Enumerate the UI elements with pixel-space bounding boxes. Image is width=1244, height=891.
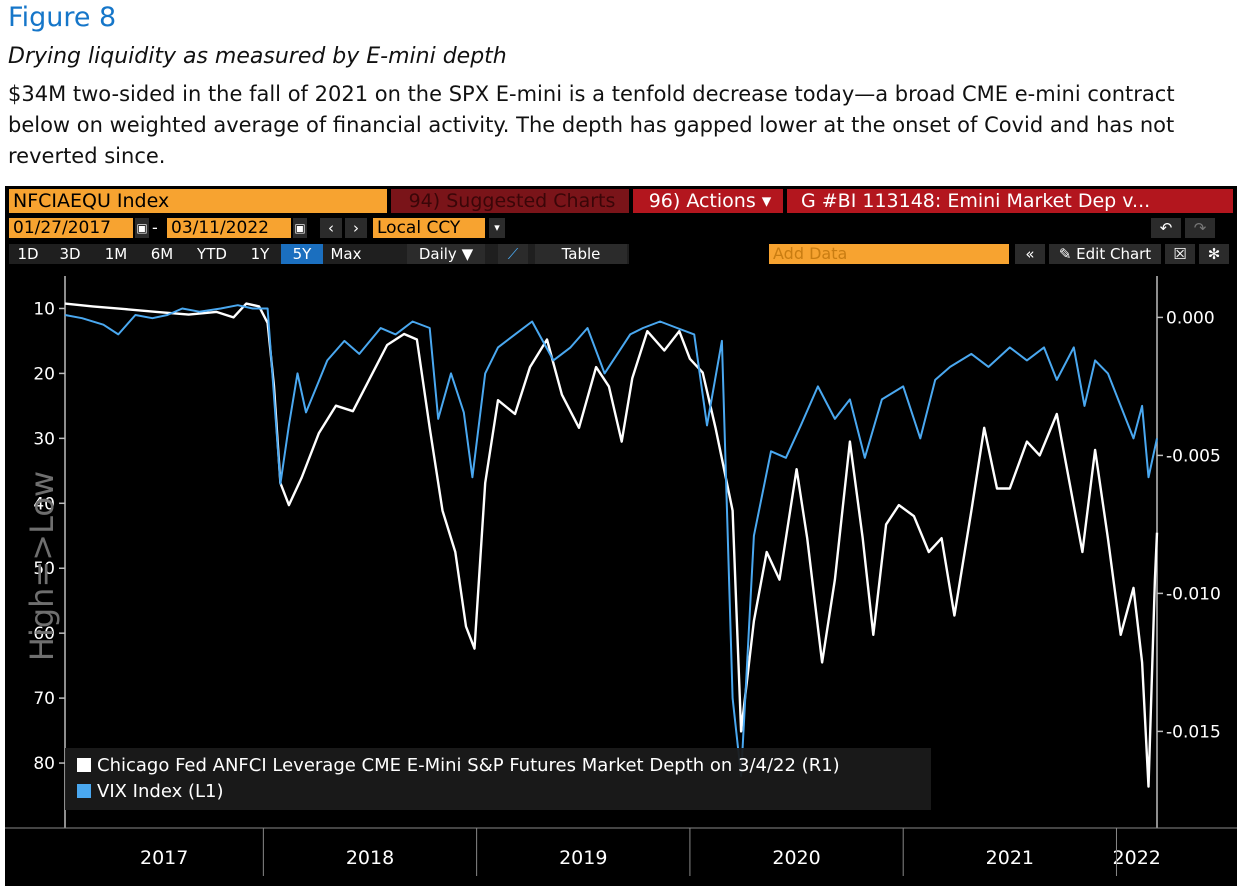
end-date-field[interactable]: 03/11/2022 [167, 218, 291, 238]
collapse-icon[interactable]: « [1015, 244, 1045, 264]
legend-label-depth: Chicago Fed ANFCI Leverage CME E-Mini S&… [97, 755, 840, 776]
right-tick-label: -0.015 [1166, 722, 1221, 742]
figure-label: Figure 8 [8, 2, 117, 33]
currency-select[interactable]: Local CCY [373, 218, 485, 238]
series-layer [64, 302, 1159, 788]
currency-dropdown-icon[interactable]: ▾ [489, 218, 505, 238]
start-calendar-icon[interactable]: ▣ [135, 218, 149, 238]
table-button[interactable]: Table [535, 244, 627, 264]
redo-icon[interactable]: ↷ [1185, 218, 1215, 238]
range-button-5y[interactable]: 5Y [281, 244, 323, 264]
top-toolbar: NFCIAEQU Index 94) Suggested Charts 96) … [5, 188, 1237, 214]
x-tick-label: 2021 [986, 847, 1034, 869]
left-tick-label: 10 [33, 299, 55, 319]
range-button-6m[interactable]: 6M [150, 245, 174, 263]
legend-label-vix: VIX Index (L1) [97, 781, 223, 802]
x-tick-label: 2019 [559, 847, 607, 869]
right-tick-label: -0.010 [1166, 584, 1221, 604]
left-tick-label: 40 [33, 494, 55, 514]
line-chart-icon[interactable]: ⟋ [498, 244, 528, 264]
right-tick-label: -0.005 [1166, 446, 1221, 466]
left-tick-label: 80 [33, 754, 55, 774]
edit-chart-button[interactable]: ✎ Edit Chart [1049, 244, 1161, 264]
x-tick-label: 2022 [1113, 847, 1161, 869]
bloomberg-terminal: NFCIAEQU Index 94) Suggested Charts 96) … [5, 186, 1237, 886]
left-axis-label: High=>Low [23, 471, 61, 661]
start-date-field[interactable]: 01/27/2017 [9, 218, 133, 238]
range-button-1d[interactable]: 1D [17, 245, 39, 263]
undo-icon[interactable]: ↶ [1151, 218, 1181, 238]
left-tick-label: 30 [33, 429, 55, 449]
left-tick-label: 60 [33, 624, 55, 644]
figure-description: $34M two-sided in the fall of 2021 on th… [8, 82, 1175, 168]
right-tick-label: 0.000 [1166, 308, 1215, 328]
series-line-vix [64, 304, 1158, 777]
date-separator: - [152, 218, 158, 237]
chart-area: 10 20 30 40 50 60 70 80 0.000 -0.005 -0.010 -0.015… [5, 276, 1237, 876]
legend: Chicago Fed ANFCI Leverage CME E-Mini S&… [65, 748, 931, 810]
x-axis: 2017 2018 2019 2020 2021 2022 [5, 827, 1237, 876]
range-button-ytd[interactable]: YTD [197, 245, 227, 263]
left-axis: 10 20 30 40 50 60 70 80 [33, 276, 66, 828]
x-tick-label: 2020 [772, 847, 820, 869]
legend-box [65, 748, 931, 810]
prev-period-button[interactable]: ‹ [320, 218, 342, 238]
frequency-select[interactable]: Daily ▼ [407, 244, 485, 264]
x-tick-label: 2018 [346, 847, 394, 869]
range-button-1y[interactable]: 1Y [250, 245, 270, 263]
right-axis: 0.000 -0.005 -0.010 -0.015 [1156, 276, 1221, 828]
suggested-charts-button[interactable]: 94) Suggested Charts [391, 189, 629, 213]
figure-subtitle: Drying liquidity as measured by E-mini d… [8, 44, 507, 69]
chart-title-bar: G #BI 113148: Emini Market Dep v... [787, 189, 1233, 213]
settings-gear-icon[interactable]: ✻ [1199, 244, 1229, 264]
add-data-input[interactable]: Add Data [769, 244, 1009, 264]
end-calendar-icon[interactable]: ▣ [293, 218, 307, 238]
range-button-max[interactable]: Max [330, 245, 362, 263]
left-tick-label: 20 [33, 364, 55, 384]
left-tick-label: 50 [33, 559, 55, 579]
range-toolbar: 1D 3D 1M 6M YTD 1Y 5Y Max Daily ▼ ⟋ Table Add D… [5, 242, 1237, 266]
legend-swatch-vix [77, 784, 91, 798]
legend-swatch-depth [77, 758, 91, 772]
range-button-1m[interactable]: 1M [104, 245, 128, 263]
next-period-button[interactable]: › [345, 218, 367, 238]
x-tick-label: 2017 [140, 847, 188, 869]
series-line-depth [64, 302, 1159, 788]
left-tick-label: 70 [33, 689, 55, 709]
actions-button[interactable]: 96) Actions ▾ [633, 189, 783, 213]
date-toolbar: 01/27/2017 ▣ - 03/11/2022 ▣ ‹ › Local CC… [5, 216, 1237, 240]
range-button-3d[interactable]: 3D [59, 245, 81, 263]
ticker-field[interactable]: NFCIAEQU Index [9, 189, 387, 213]
annotate-icon[interactable]: ☒ [1165, 244, 1195, 264]
